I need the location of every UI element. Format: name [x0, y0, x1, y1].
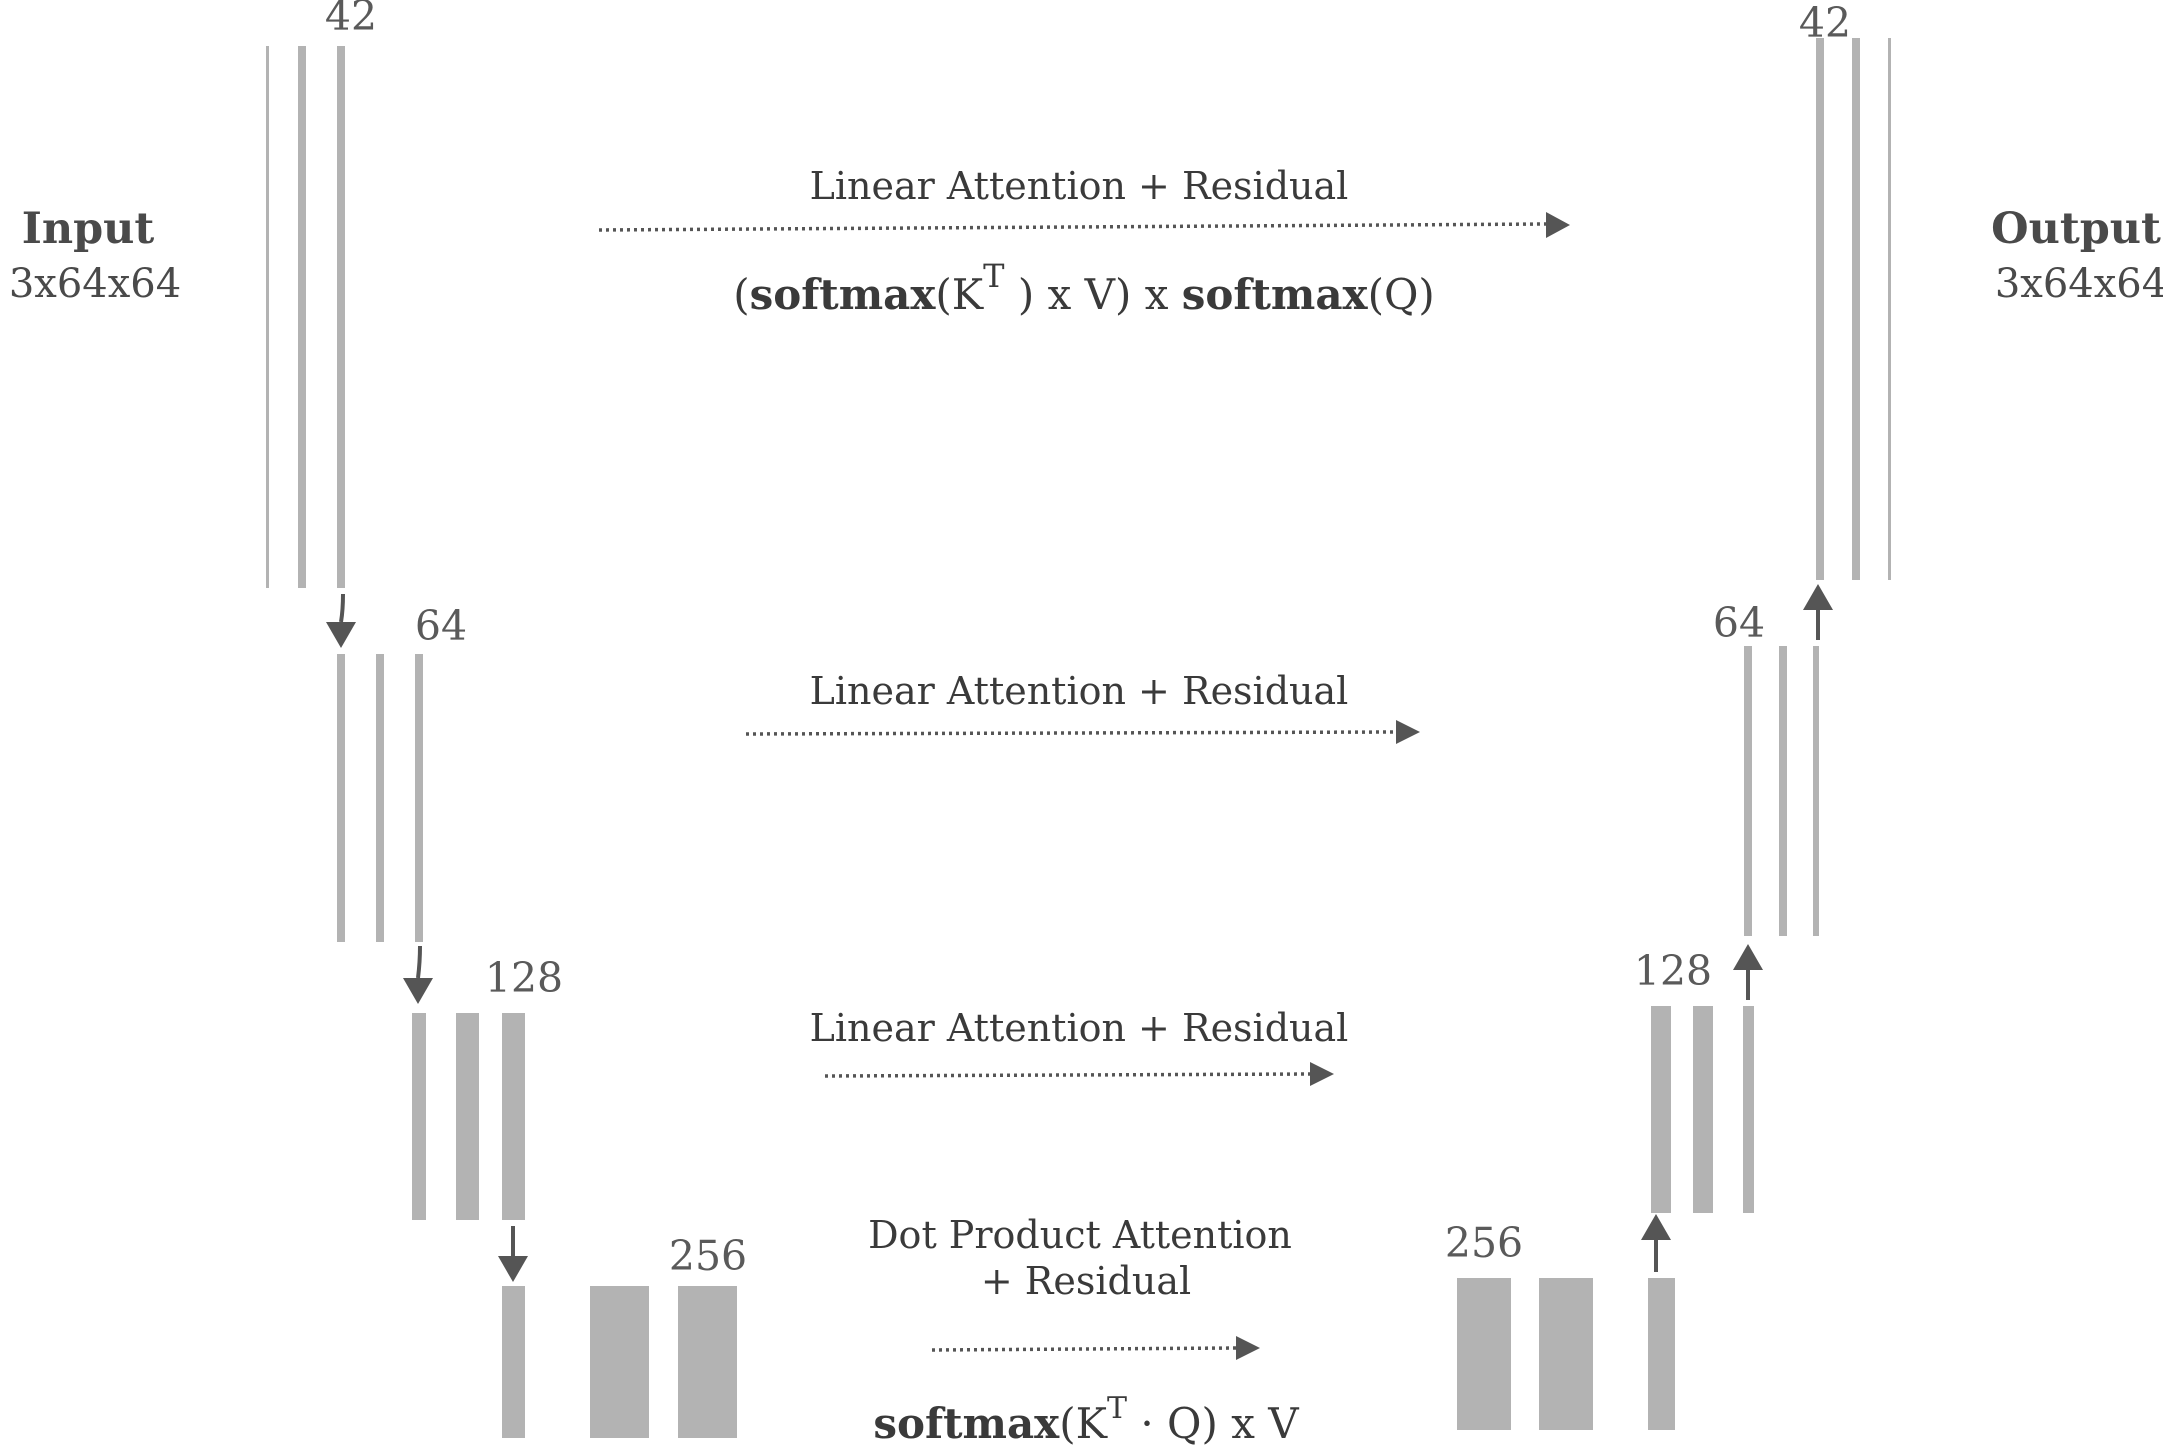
- skip-arrow-line: [745, 730, 1397, 736]
- feature-map-bar: [1816, 38, 1824, 580]
- feature-map-bar: [1779, 646, 1787, 936]
- skip-arrow-line: [931, 1346, 1237, 1352]
- decoder-block-256: [1457, 1278, 1675, 1430]
- encoder-channels-42: 42: [325, 0, 377, 40]
- skip-connection-2: Linear Attention + Residual: [745, 669, 1420, 744]
- feature-map-bar: [1648, 1278, 1675, 1430]
- encoder-block-42: [266, 46, 345, 588]
- feature-map-bar: [1813, 646, 1819, 936]
- encoder-block-128: [412, 1013, 525, 1220]
- feature-map-bar: [678, 1286, 737, 1438]
- upsample-arrow: [1641, 1214, 1671, 1272]
- arrow-head: [1310, 1062, 1334, 1086]
- arrow-head: [1236, 1336, 1260, 1360]
- feature-map-bar: [337, 654, 345, 942]
- skip-connection-label: Linear Attention + Residual: [810, 1006, 1349, 1050]
- feature-map-bar: [376, 654, 384, 942]
- feature-map-bar: [1539, 1278, 1593, 1430]
- encoder-channels-64: 64: [415, 602, 467, 650]
- feature-map-bar: [415, 654, 423, 942]
- encoder-block-64: [337, 654, 423, 942]
- encoder-channels-128: 128: [485, 954, 563, 1002]
- decoder-block-128: [1651, 1006, 1754, 1213]
- skip-connection-formula: (softmax(KT ) x V) x softmax(Q): [733, 257, 1435, 319]
- downsample-arrow: [498, 1226, 528, 1282]
- encoder-block-256: [502, 1286, 737, 1438]
- skip-connection-label-line2: + Residual: [981, 1259, 1191, 1303]
- input-shape: 3x64x64: [9, 261, 181, 307]
- skip-connection-label: Linear Attention + Residual: [810, 669, 1349, 713]
- upsample-arrow: [1733, 944, 1763, 1000]
- skip-arrow-line: [824, 1072, 1311, 1078]
- upsample-arrow: [1803, 584, 1833, 640]
- arrow-head: [1546, 212, 1570, 238]
- decoder-channels-256: 256: [1445, 1219, 1523, 1267]
- feature-map-bar: [1852, 38, 1860, 580]
- feature-map-bar: [337, 46, 345, 588]
- feature-map-bar: [1693, 1006, 1713, 1213]
- decoder-block-42: [1816, 38, 1891, 580]
- skip-connection-3: Linear Attention + Residual: [810, 1006, 1349, 1086]
- feature-map-bar: [298, 46, 306, 588]
- decoder-channels-128: 128: [1634, 947, 1712, 995]
- downsample-arrow: [326, 593, 356, 648]
- feature-map-bar: [1743, 1006, 1754, 1213]
- skip-connection-label: Linear Attention + Residual: [810, 164, 1349, 208]
- feature-map-bar: [456, 1013, 479, 1220]
- feature-map-bar: [502, 1286, 525, 1438]
- feature-map-bar: [502, 1013, 525, 1220]
- feature-map-bar: [590, 1286, 649, 1438]
- skip-connection-formula: softmax(KT · Q) x V: [873, 1391, 1299, 1448]
- downsample-arrow: [403, 945, 433, 1004]
- arrow-head: [1396, 720, 1420, 744]
- input-title: Input: [22, 204, 155, 254]
- output-title: Output: [1991, 204, 2161, 254]
- feature-map-bar: [412, 1013, 426, 1220]
- feature-map-bar: [1888, 38, 1891, 580]
- feature-map-bar: [1457, 1278, 1511, 1430]
- skip-connection-1: Linear Attention + Residual (softmax(KT …: [598, 164, 1570, 319]
- feature-map-bar: [1651, 1006, 1671, 1213]
- decoder-block-64: [1744, 646, 1819, 936]
- feature-map-bar: [266, 46, 269, 588]
- output-shape: 3x64x64: [1995, 261, 2163, 307]
- skip-arrow-line: [598, 222, 1547, 232]
- decoder-channels-64: 64: [1713, 599, 1765, 647]
- skip-connection-4: Dot Product Attention + Residual softmax…: [868, 1213, 1299, 1448]
- skip-connection-label-line1: Dot Product Attention: [868, 1213, 1292, 1257]
- feature-map-bar: [1744, 646, 1752, 936]
- decoder-channels-42: 42: [1799, 0, 1851, 47]
- encoder-channels-256: 256: [669, 1232, 747, 1280]
